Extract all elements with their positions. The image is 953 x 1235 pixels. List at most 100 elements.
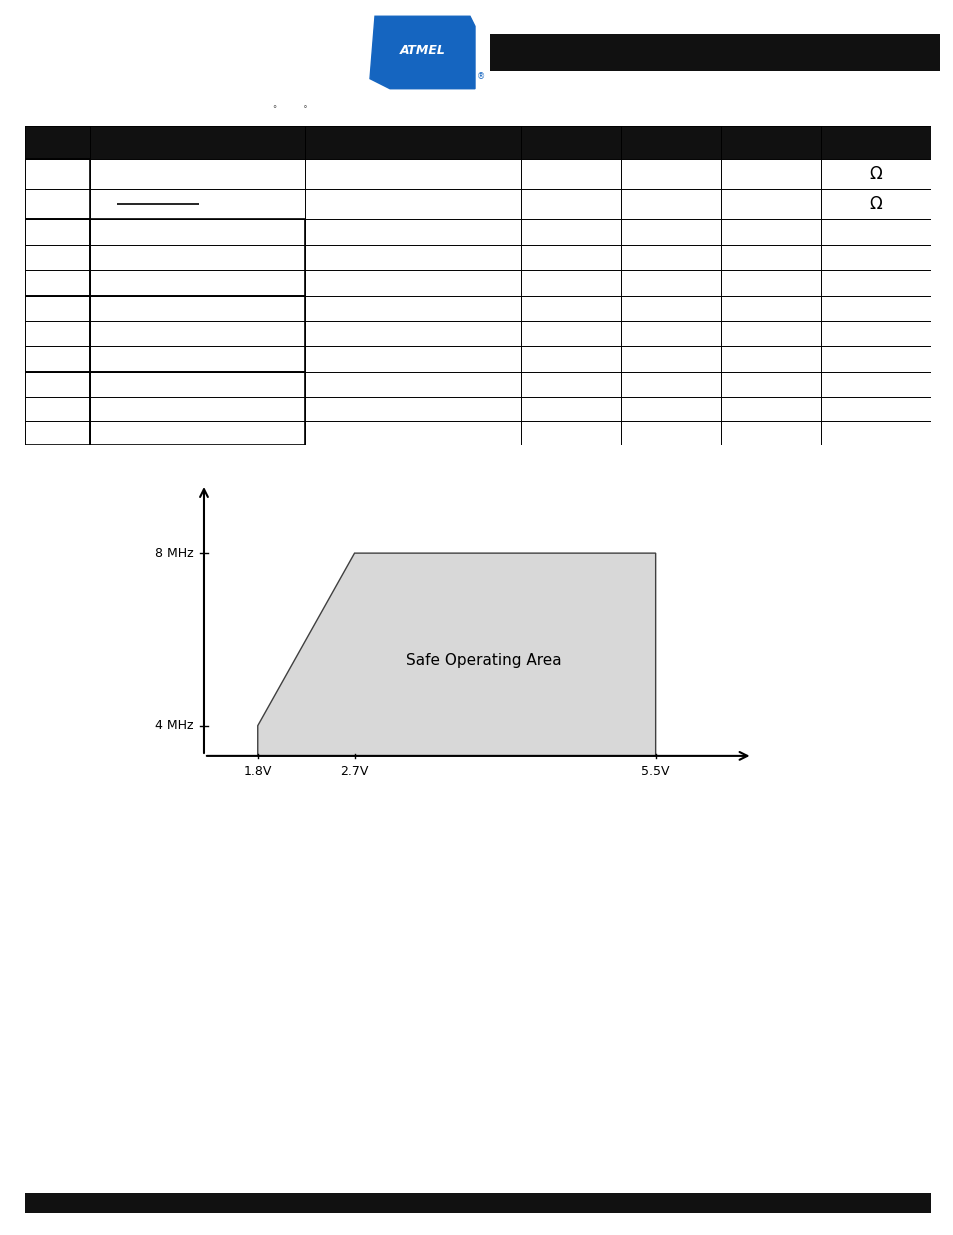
Bar [90,220,305,245]
Bar [620,126,720,159]
Bar [720,372,821,396]
Bar [520,245,620,270]
Bar [305,189,520,220]
Bar [90,396,305,421]
Text: Safe Operating Area: Safe Operating Area [405,653,560,668]
Bar [821,220,930,245]
Bar [25,321,90,346]
Bar [720,220,821,245]
Bar [520,270,620,295]
Bar [305,421,520,445]
Bar [25,159,90,189]
Bar [720,321,821,346]
Bar [720,159,821,189]
Bar [90,245,305,270]
Bar [620,245,720,270]
Bar [25,126,90,159]
Bar [821,372,930,396]
Bar [620,159,720,189]
Polygon shape [370,16,475,89]
Bar [821,295,930,321]
Bar [305,270,520,295]
Bar [520,321,620,346]
Bar [90,421,305,445]
Bar [305,245,520,270]
Bar [520,421,620,445]
Bar [620,421,720,445]
Bar [25,421,90,445]
Bar [520,372,620,396]
Text: 2.7V: 2.7V [340,764,369,778]
Bar [25,295,90,372]
Bar [821,245,930,270]
Bar [520,159,620,189]
Text: 4 MHz: 4 MHz [154,719,193,732]
Text: 5.5V: 5.5V [640,764,669,778]
Bar [821,396,930,421]
Bar [620,295,720,321]
Bar [520,189,620,220]
Bar [821,321,930,346]
Bar [90,295,305,321]
Bar [821,189,930,220]
Bar [25,396,90,421]
Bar [25,189,90,220]
Bar [821,346,930,372]
Bar [25,295,90,321]
Bar [25,126,930,159]
Bar [25,372,90,445]
Bar [305,220,520,245]
Bar [720,189,821,220]
Bar [305,372,520,396]
Text: 1.8V: 1.8V [243,764,272,778]
Bar [720,245,821,270]
Bar [305,159,520,189]
Bar [720,421,821,445]
Bar [620,270,720,295]
Text: °          °: ° ° [273,105,307,115]
Polygon shape [257,553,655,756]
Bar [821,421,930,445]
Bar [720,295,821,321]
Bar [90,159,305,189]
Bar [90,372,305,396]
Bar [25,220,90,295]
Bar [305,126,520,159]
Text: 8 MHz: 8 MHz [154,547,193,559]
Bar [25,270,90,295]
Bar [25,346,90,372]
Bar [490,35,939,70]
Bar [305,396,520,421]
Bar [25,220,90,245]
Bar [720,346,821,372]
Bar [305,346,520,372]
Text: Ω: Ω [869,165,882,183]
Bar [90,189,305,220]
Bar [620,321,720,346]
Text: ®: ® [476,72,485,80]
Bar [520,295,620,321]
Bar [25,372,90,396]
Bar [90,346,305,372]
Bar [305,295,520,321]
Bar [620,346,720,372]
Bar [90,270,305,295]
Text: ATMEL: ATMEL [399,44,445,57]
Bar [520,220,620,245]
Bar [821,270,930,295]
Bar [720,270,821,295]
Bar [821,159,930,189]
Text: Ω: Ω [869,195,882,214]
Bar [720,126,821,159]
Bar [720,396,821,421]
Bar [520,126,620,159]
Bar [620,189,720,220]
Bar [305,321,520,346]
Bar [520,396,620,421]
Bar [90,321,305,346]
Bar [90,126,305,159]
Bar [821,126,930,159]
Bar [620,220,720,245]
Bar [25,159,90,220]
Bar [90,372,305,445]
